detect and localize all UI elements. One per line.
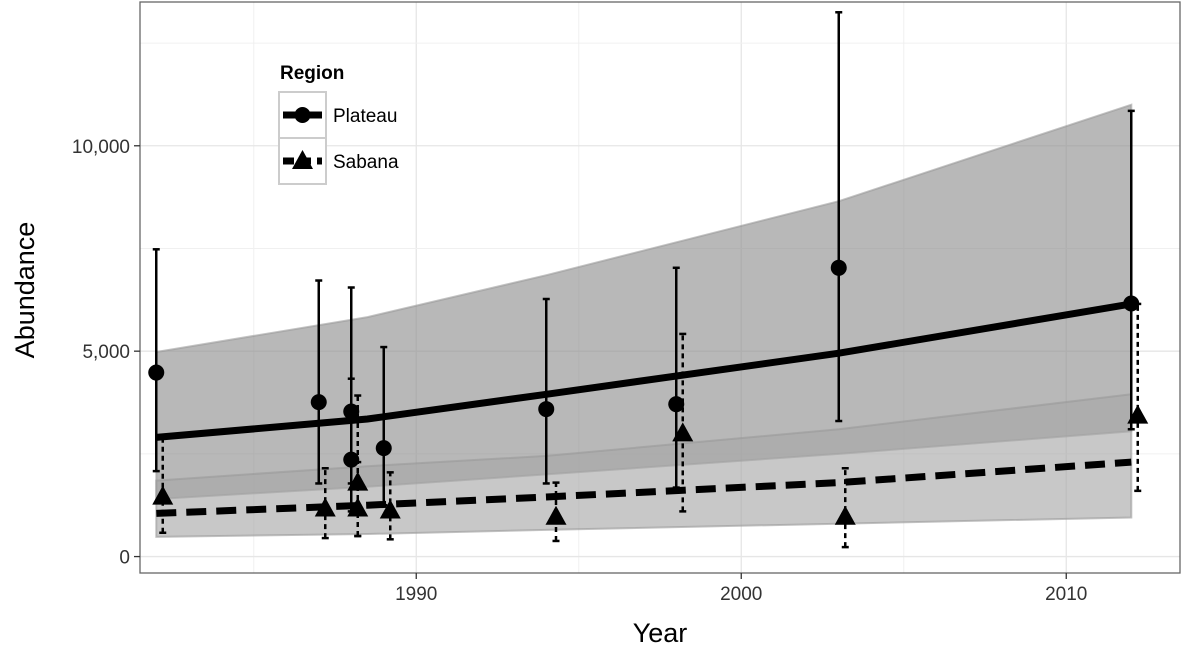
data-point-sabana (834, 505, 856, 525)
x-axis-title: Year (633, 618, 688, 647)
axis-ticks: 1990 2000 2010 0 5,000 10,000 (72, 137, 1088, 605)
data-point-sabana (379, 499, 401, 519)
fit-line-sabana (156, 458, 1132, 517)
y-tick-label: 0 (119, 548, 130, 569)
x-tick-label: 2000 (720, 584, 762, 605)
data-point-sabana (1127, 404, 1149, 424)
plot-panel-border (139, 1, 1181, 574)
y-axis-title: Abundance (10, 222, 40, 359)
legend: Region Plateau Sabana (278, 63, 399, 185)
legend-plateau-marker (294, 107, 311, 123)
data-point-plateau (310, 394, 327, 411)
data-point-plateau (830, 259, 847, 276)
data-point-sabana (672, 422, 694, 442)
legend-sabana-marker (292, 150, 313, 169)
data-points (148, 11, 1149, 549)
data-point-sabana (314, 497, 336, 517)
data-point-plateau (1123, 295, 1140, 312)
data-point-plateau (668, 396, 685, 413)
data-point-plateau (343, 451, 360, 468)
y-tick-label: 5,000 (82, 342, 130, 363)
data-point-sabana (152, 485, 174, 505)
y-tick-label: 10,000 (72, 137, 130, 158)
data-point-sabana (545, 505, 567, 525)
x-tick-label: 1990 (395, 584, 437, 605)
data-point-plateau (148, 364, 165, 381)
data-point-plateau (538, 401, 555, 418)
x-tick-label: 2010 (1045, 584, 1087, 605)
legend-label-sabana: Sabana (333, 152, 399, 173)
legend-title: Region (280, 63, 344, 84)
data-point-sabana (347, 497, 369, 517)
legend-label-plateau: Plateau (333, 106, 397, 127)
confidence-bands (155, 103, 1133, 538)
data-point-plateau (375, 440, 392, 457)
